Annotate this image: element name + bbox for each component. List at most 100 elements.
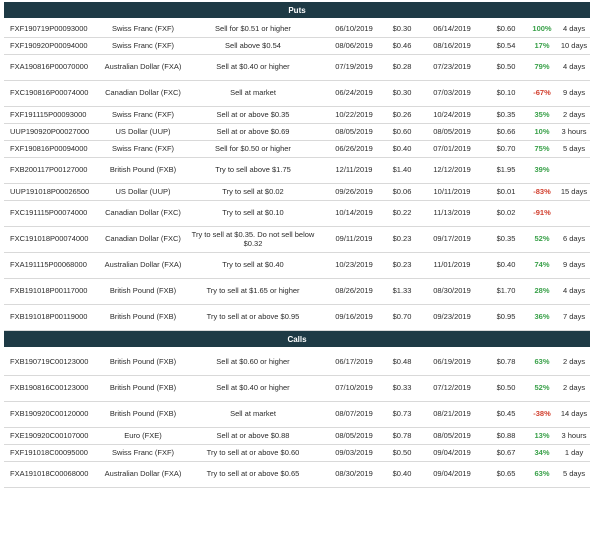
return-percent-cell: 74% bbox=[526, 252, 558, 279]
underlying-name-cell: Euro (FXE) bbox=[102, 427, 184, 445]
close-price-cell: $0.35 bbox=[486, 226, 526, 253]
close-date-cell: 12/12/2019 bbox=[418, 157, 486, 184]
option-symbol-cell: UUP190920P00027000 bbox=[4, 123, 102, 141]
table-row: FXB200117P00127000 British Pound (FXB) Try… bbox=[4, 157, 591, 184]
holding-duration-cell: 3 hours bbox=[558, 123, 591, 141]
holding-duration-cell: 5 days bbox=[558, 461, 591, 488]
holding-duration-cell: 4 days bbox=[558, 21, 591, 38]
open-date-cell: 08/05/2019 bbox=[322, 427, 386, 445]
close-date-cell: 07/12/2019 bbox=[418, 375, 486, 402]
trade-instruction-cell: Try to sell at $0.10 bbox=[184, 200, 322, 227]
open-date-cell: 09/16/2019 bbox=[322, 304, 386, 331]
underlying-name-cell: Swiss Franc (FXF) bbox=[102, 140, 184, 158]
close-price-cell: $0.66 bbox=[486, 123, 526, 141]
open-price-cell: $0.48 bbox=[386, 350, 418, 376]
close-price-cell: $0.50 bbox=[486, 54, 526, 81]
open-date-cell: 10/14/2019 bbox=[322, 200, 386, 227]
underlying-name-cell: Canadian Dollar (FXC) bbox=[102, 226, 184, 253]
close-price-cell: $0.35 bbox=[486, 106, 526, 124]
close-date-cell: 10/24/2019 bbox=[418, 106, 486, 124]
holding-duration-cell: 14 days bbox=[558, 401, 591, 428]
close-price-cell: $0.45 bbox=[486, 401, 526, 428]
open-price-cell: $0.78 bbox=[386, 427, 418, 445]
table-row: FXF190719P00093000 Swiss Franc (FXF) Sell … bbox=[4, 21, 591, 38]
table-row: FXB191018P00117000 British Pound (FXB) Try… bbox=[4, 278, 591, 305]
open-price-cell: $0.46 bbox=[386, 37, 418, 55]
open-date-cell: 09/11/2019 bbox=[322, 226, 386, 253]
trade-instruction-cell: Try to sell at $0.02 bbox=[184, 183, 322, 201]
trade-instruction-cell: Try to sell above $1.75 bbox=[184, 157, 322, 184]
trades-table-container: Puts FXF190719P00093000 Swiss Franc (FXF) S… bbox=[4, 2, 591, 488]
underlying-name-cell: British Pound (FXB) bbox=[102, 304, 184, 331]
open-date-cell: 10/22/2019 bbox=[322, 106, 386, 124]
open-price-cell: $0.23 bbox=[386, 226, 418, 253]
close-date-cell: 08/21/2019 bbox=[418, 401, 486, 428]
table-row: UUP190920P00027000 US Dollar (UUP) Sell at… bbox=[4, 123, 591, 141]
open-price-cell: $0.30 bbox=[386, 21, 418, 38]
close-date-cell: 08/30/2019 bbox=[418, 278, 486, 305]
underlying-name-cell: US Dollar (UUP) bbox=[102, 183, 184, 201]
holding-duration-cell: 2 days bbox=[558, 375, 591, 402]
close-date-cell: 10/11/2019 bbox=[418, 183, 486, 201]
trade-instruction-cell: Sell above $0.54 bbox=[184, 37, 322, 55]
return-percent-cell: 28% bbox=[526, 278, 558, 305]
return-percent-cell: 10% bbox=[526, 123, 558, 141]
underlying-name-cell: British Pound (FXB) bbox=[102, 375, 184, 402]
option-symbol-cell: FXB190719C00123000 bbox=[4, 350, 102, 376]
open-date-cell: 07/10/2019 bbox=[322, 375, 386, 402]
option-symbol-cell: FXC191018P00074000 bbox=[4, 226, 102, 253]
holding-duration-cell: 4 days bbox=[558, 54, 591, 81]
open-price-cell: $0.30 bbox=[386, 80, 418, 107]
trade-instruction-cell: Sell at or above $0.35 bbox=[184, 106, 322, 124]
close-price-cell: $0.01 bbox=[486, 183, 526, 201]
close-price-cell: $0.70 bbox=[486, 140, 526, 158]
option-symbol-cell: FXB200117P00127000 bbox=[4, 157, 102, 184]
underlying-name-cell: US Dollar (UUP) bbox=[102, 123, 184, 141]
holding-duration-cell: 5 days bbox=[558, 140, 591, 158]
trade-instruction-cell: Sell at $0.40 or higher bbox=[184, 375, 322, 402]
underlying-name-cell: Canadian Dollar (FXC) bbox=[102, 80, 184, 107]
option-symbol-cell: FXF190816P00094000 bbox=[4, 140, 102, 158]
open-date-cell: 06/24/2019 bbox=[322, 80, 386, 107]
close-price-cell: $0.10 bbox=[486, 80, 526, 107]
trades-table: Puts FXF190719P00093000 Swiss Franc (FXF) S… bbox=[4, 2, 591, 488]
open-price-cell: $0.40 bbox=[386, 140, 418, 158]
close-date-cell: 09/04/2019 bbox=[418, 461, 486, 488]
open-date-cell: 08/05/2019 bbox=[322, 123, 386, 141]
trade-instruction-cell: Try to sell at or above $0.95 bbox=[184, 304, 322, 331]
open-price-cell: $0.50 bbox=[386, 444, 418, 462]
close-date-cell: 09/23/2019 bbox=[418, 304, 486, 331]
holding-duration-cell: 1 day bbox=[558, 444, 591, 462]
holding-duration-cell: 3 hours bbox=[558, 427, 591, 445]
return-percent-cell: -83% bbox=[526, 183, 558, 201]
table-row: FXA191018C00068000 Australian Dollar (FXA… bbox=[4, 461, 591, 488]
open-price-cell: $0.26 bbox=[386, 106, 418, 124]
return-percent-cell: 52% bbox=[526, 226, 558, 253]
close-price-cell: $0.02 bbox=[486, 200, 526, 227]
option-symbol-cell: FXE190920C00107000 bbox=[4, 427, 102, 445]
return-percent-cell: 79% bbox=[526, 54, 558, 81]
holding-duration-cell: 2 days bbox=[558, 350, 591, 376]
open-date-cell: 08/06/2019 bbox=[322, 37, 386, 55]
open-price-cell: $0.22 bbox=[386, 200, 418, 227]
option-symbol-cell: UUP191018P00026500 bbox=[4, 183, 102, 201]
open-date-cell: 09/26/2019 bbox=[322, 183, 386, 201]
return-percent-cell: 63% bbox=[526, 461, 558, 488]
close-price-cell: $0.54 bbox=[486, 37, 526, 55]
return-percent-cell: 17% bbox=[526, 37, 558, 55]
holding-duration-cell: 9 days bbox=[558, 252, 591, 279]
trade-instruction-cell: Try to sell at or above $0.60 bbox=[184, 444, 322, 462]
trade-instruction-cell: Sell at $0.40 or higher bbox=[184, 54, 322, 81]
option-symbol-cell: FXF191115P00093000 bbox=[4, 106, 102, 124]
open-date-cell: 09/03/2019 bbox=[322, 444, 386, 462]
table-row: FXE190920C00107000 Euro (FXE) Sell at or a… bbox=[4, 427, 591, 445]
close-price-cell: $0.50 bbox=[486, 375, 526, 402]
close-price-cell: $0.95 bbox=[486, 304, 526, 331]
trade-instruction-cell: Try to sell at $0.35. Do not sell below … bbox=[184, 226, 322, 253]
return-percent-cell: 13% bbox=[526, 427, 558, 445]
option-symbol-cell: FXF190719P00093000 bbox=[4, 21, 102, 38]
close-date-cell: 11/01/2019 bbox=[418, 252, 486, 279]
holding-duration-cell bbox=[558, 157, 591, 184]
underlying-name-cell: British Pound (FXB) bbox=[102, 278, 184, 305]
open-price-cell: $0.60 bbox=[386, 123, 418, 141]
